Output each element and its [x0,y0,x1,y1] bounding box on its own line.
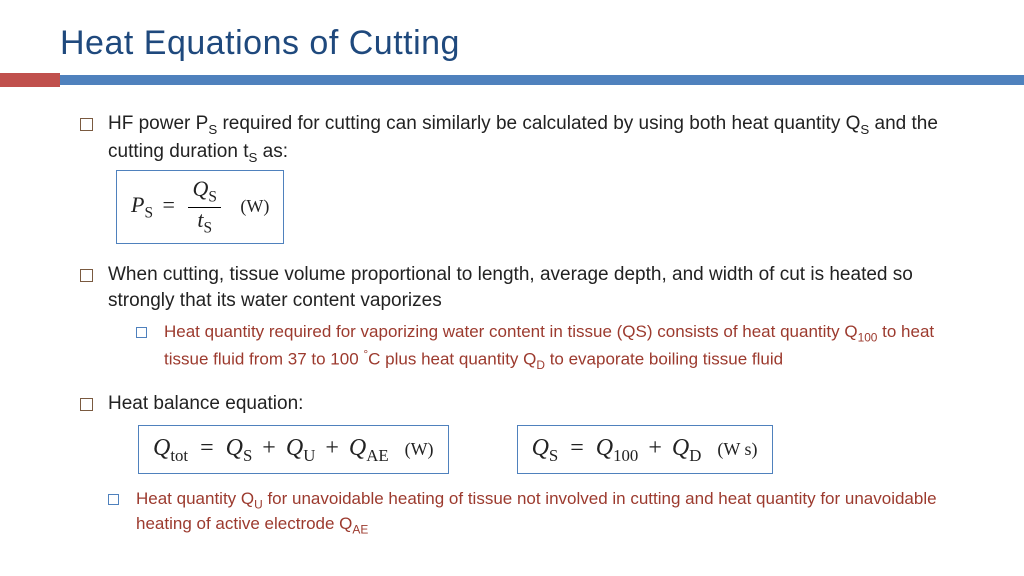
s2a-mid2: C plus heat quantity Q [368,350,536,369]
s3a-pre: Heat quantity Q [136,489,254,508]
slide-title: Heat Equations of Cutting [60,24,964,63]
b1-post: as: [257,141,288,162]
sub-bullet-2a: Heat quantity required for vaporizing wa… [136,321,964,373]
eq3-t2-var: Q [672,435,689,461]
s2a-sub1: 100 [858,331,878,345]
s2a-pre: Heat quantity required for vaporizing wa… [164,322,858,341]
bullet-item-3: Heat balance equation: [80,391,964,417]
eq1-unit: (W) [240,196,269,216]
eq1-den-sub: S [203,219,212,236]
eq3-t1-var: Q [596,435,613,461]
b1-mid1: required for cutting can similarly be ca… [217,113,860,134]
eq1-fraction: QS tS [188,177,220,237]
s2a-sub2: D [536,358,545,372]
divider-red-segment [0,73,60,87]
eq2-plus2: + [325,435,339,461]
s2a-post: to evaporate boiling tissue fluid [545,350,783,369]
eq2-plus1: + [262,435,276,461]
bullet2-text: When cutting, tissue volume proportional… [108,264,913,311]
eq2-t1-sub: S [243,445,252,464]
eq3-lhs-sub: S [549,445,558,464]
eq1-lhs-var: P [131,192,144,217]
divider-blue-segment [60,75,1024,85]
eq3-plus: + [648,435,662,461]
s3a-sub1: U [254,497,263,511]
eq1-num-sub: S [208,189,217,206]
bullet3-text: Heat balance equation: [108,393,303,414]
eq2-t3-sub: AE [366,445,388,464]
divider [0,73,1024,87]
s3a-sub2: AE [352,522,368,536]
bullet1-text: HF power PS required for cutting can sim… [108,111,964,166]
equation-row: Qtot = QS + QU + QAE (W) QS = Q100 + QD … [130,425,964,474]
content-area: HF power PS required for cutting can sim… [0,87,1024,569]
b1-pre: HF power P [108,113,208,134]
eq1-eq: = [163,192,175,217]
eq2-unit: (W) [405,439,434,459]
eq2-lhs-sub: tot [170,445,188,464]
eq3-t1-sub: 100 [613,445,638,464]
bullet-item-1: HF power PS required for cutting can sim… [80,111,964,244]
b1-sub1: S [208,122,217,137]
sub-bullet-3a: Heat quantity QU for unavoidable heating… [108,488,964,537]
equation-box-qtot: Qtot = QS + QU + QAE (W) [138,425,449,474]
eq3-t2-sub: D [689,445,701,464]
eq2-t1-var: Q [226,435,243,461]
b1-sub2: S [860,122,869,137]
eq2-t2-sub: U [303,445,315,464]
title-area: Heat Equations of Cutting [0,0,1024,73]
equation-box-ps: PS = QS tS (W) [116,170,284,244]
eq2-t3-var: Q [349,435,366,461]
eq1-num-var: Q [192,176,208,201]
eq2-t2-var: Q [286,435,303,461]
eq3-unit: (W s) [717,439,757,459]
eq2-eq: = [200,435,214,461]
equation-box-qs: QS = Q100 + QD (W s) [517,425,773,474]
eq3-lhs-var: Q [532,435,549,461]
bullet-item-2: When cutting, tissue volume proportional… [80,262,964,373]
eq2-lhs-var: Q [153,435,170,461]
eq3-eq: = [570,435,584,461]
eq1-lhs-sub: S [144,205,153,222]
